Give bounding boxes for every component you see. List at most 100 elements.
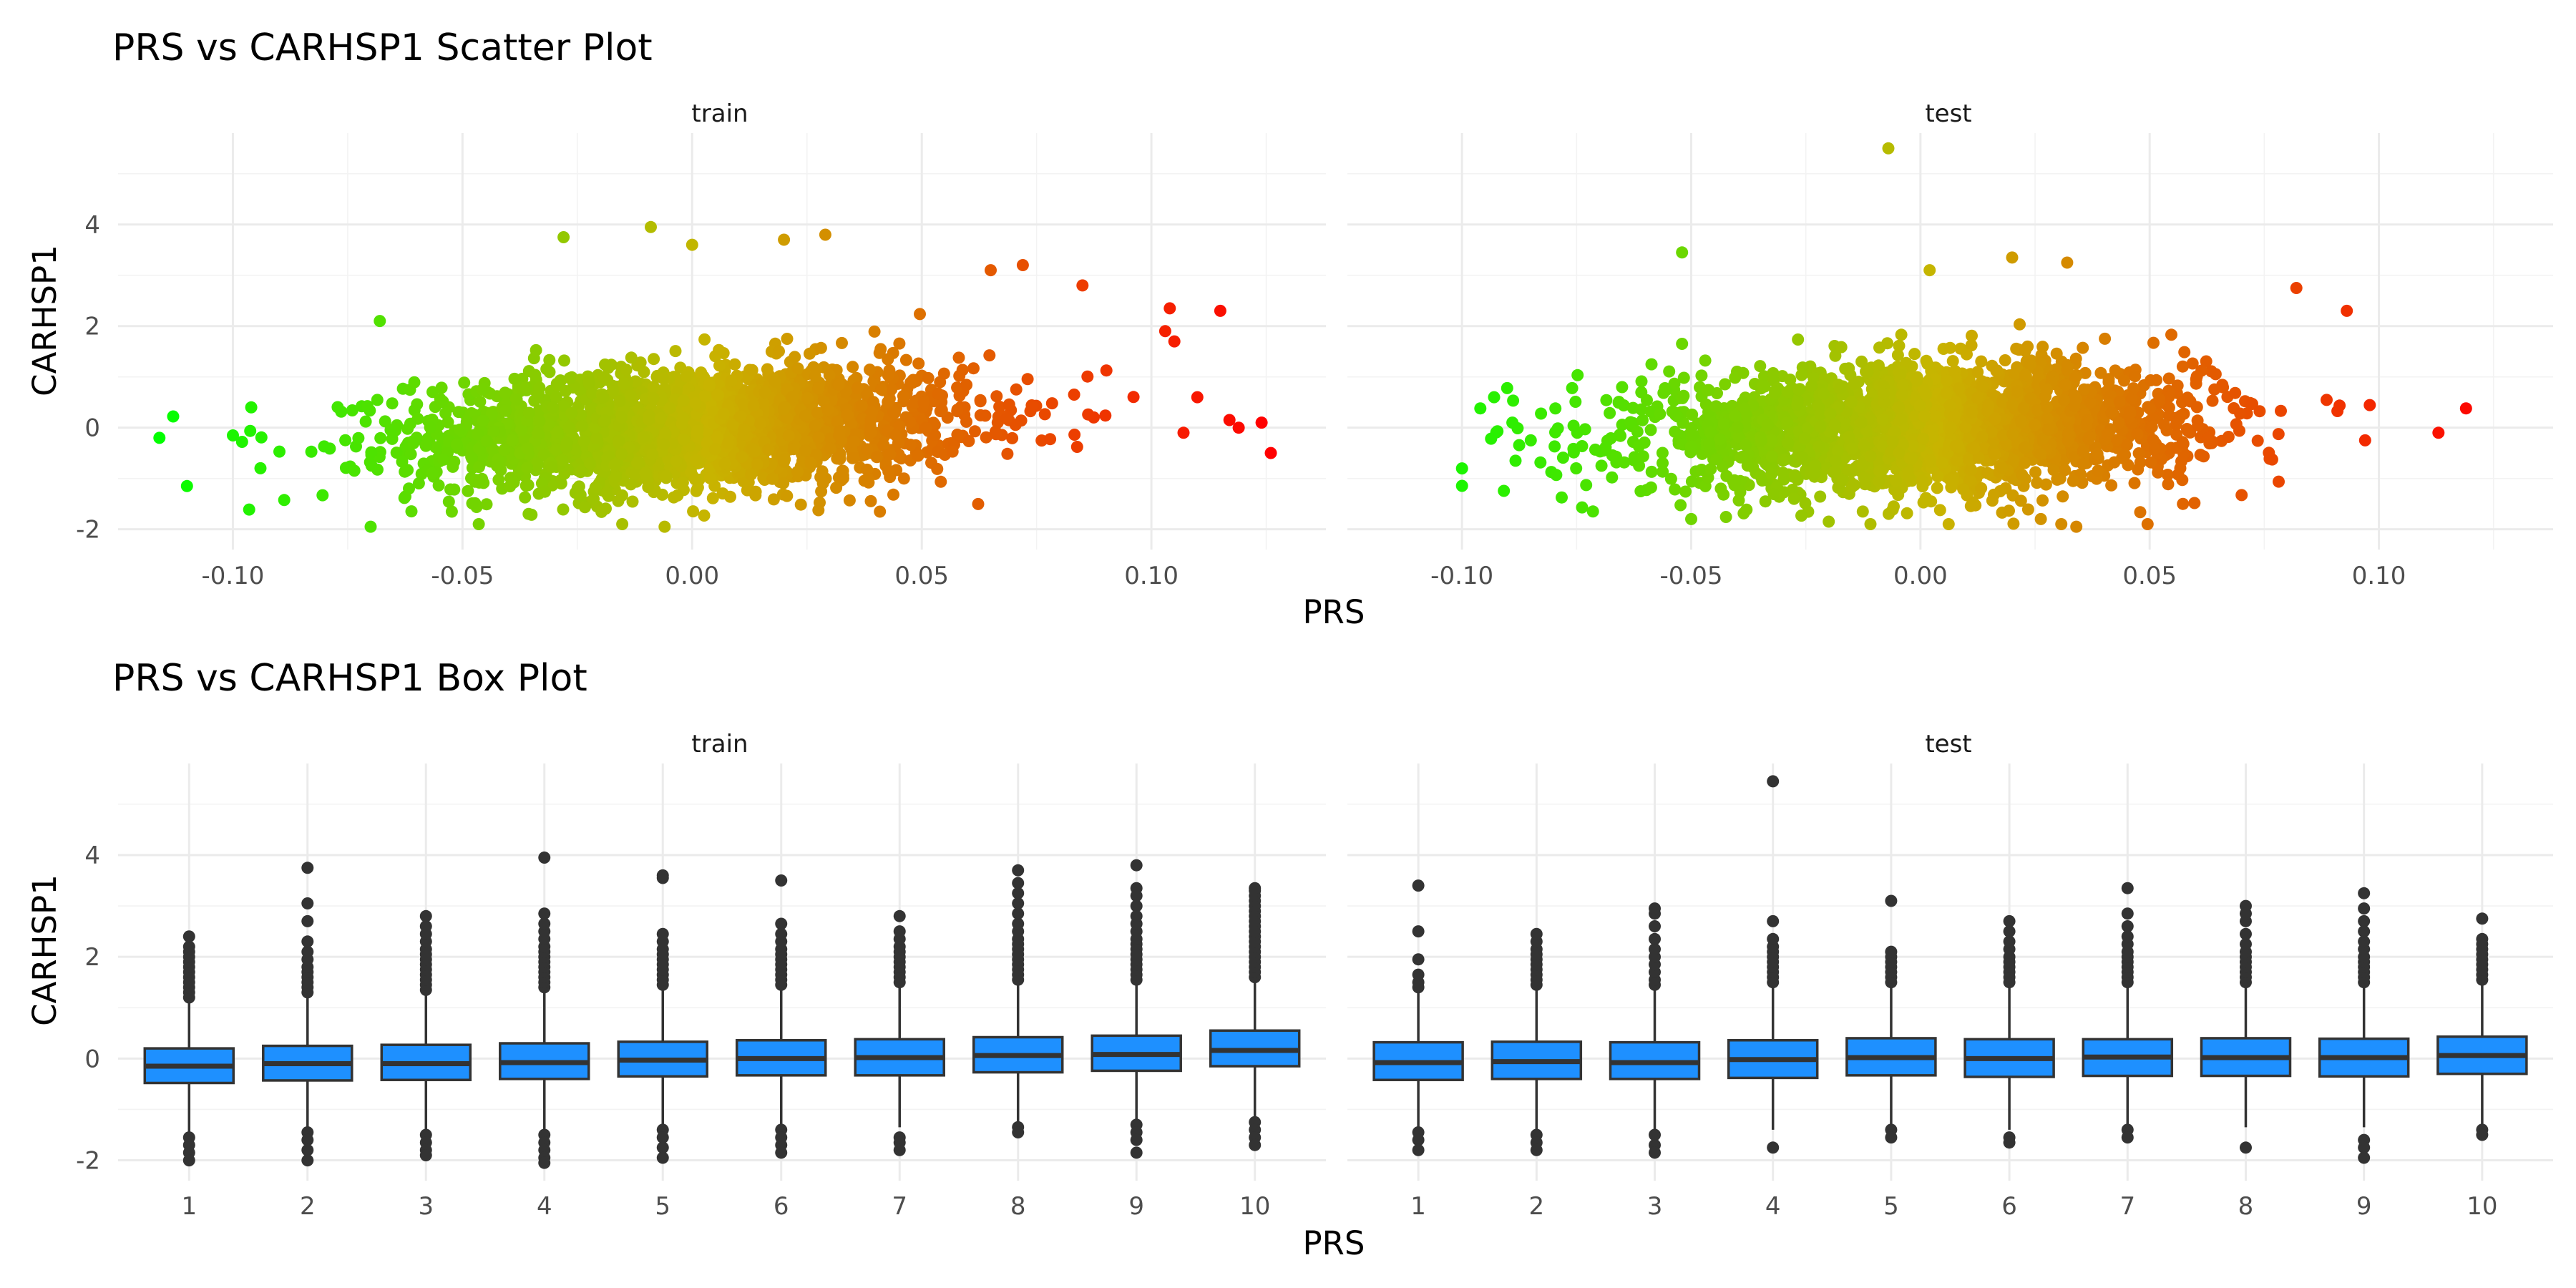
- scatter-point: [2141, 518, 2154, 530]
- scatter-point: [1784, 374, 1797, 386]
- scatter-point: [1795, 369, 1808, 381]
- scatter-point: [2036, 341, 2049, 353]
- scatter-point: [1001, 447, 1014, 460]
- scatter-point: [2062, 434, 2074, 447]
- scatter-point: [278, 494, 291, 507]
- scatter-point: [1949, 439, 1962, 452]
- scatter-point: [1767, 488, 1780, 500]
- scatter-point: [951, 404, 964, 416]
- scatter-point: [476, 384, 489, 396]
- scatter-point: [642, 481, 655, 494]
- scatter-point: [2019, 344, 2031, 357]
- scatter-point: [404, 417, 416, 430]
- scatter-point: [522, 507, 535, 520]
- scatter-point: [2290, 282, 2303, 294]
- scatter-point: [1000, 412, 1013, 425]
- scatter-point: [2034, 512, 2047, 525]
- scatter-point: [686, 238, 698, 251]
- scatter-point: [2039, 478, 2052, 491]
- scatter-point: [472, 428, 484, 441]
- scatter-point: [904, 416, 917, 429]
- scatter-point: [1570, 462, 1583, 474]
- scatter-point: [922, 371, 935, 384]
- scatter-point: [912, 449, 924, 462]
- scatter-point: [2144, 402, 2157, 415]
- scatter-point: [2321, 394, 2333, 406]
- scatter-point: [346, 404, 358, 416]
- x-tick-label: 0.05: [2122, 562, 2177, 590]
- scatter-point: [2432, 426, 2445, 439]
- scatter-point: [687, 505, 700, 518]
- scatter-point: [1843, 430, 1855, 443]
- scatter-point: [1474, 402, 1487, 415]
- scatter-point: [1918, 410, 1931, 423]
- scatter-point: [1792, 333, 1805, 346]
- scatter-point: [777, 477, 790, 489]
- y-tick-label: -2: [76, 516, 100, 545]
- scatter-point: [931, 462, 944, 475]
- scatter-point: [429, 441, 442, 454]
- scatter-point: [1044, 433, 1057, 446]
- scatter-point: [537, 448, 550, 461]
- scatter-point: [2118, 374, 2130, 387]
- scatter-point: [2006, 428, 2019, 441]
- scatter-point: [1971, 366, 1984, 379]
- scatter-point: [2068, 399, 2081, 412]
- scatter-point: [570, 443, 582, 456]
- scatter-point: [2162, 478, 2175, 491]
- scatter-point: [689, 397, 702, 410]
- scatter-point: [917, 396, 930, 409]
- scatter-point: [2201, 432, 2214, 444]
- scatter-point: [532, 427, 545, 440]
- scatter-point: [1996, 462, 2009, 474]
- scatter-point: [1933, 504, 1946, 517]
- scatter-point: [1685, 512, 1697, 525]
- scatter-point: [1657, 465, 1669, 478]
- scatter-point: [703, 472, 716, 484]
- scatter-point: [412, 477, 425, 489]
- scatter-point: [2131, 428, 2144, 441]
- scatter-point: [255, 431, 268, 444]
- scatter-point: [473, 476, 486, 489]
- scatter-panel-train: [118, 133, 1326, 550]
- scatter-point: [2172, 468, 2185, 481]
- scatter-point: [932, 387, 945, 400]
- scatter-point: [613, 434, 625, 447]
- scatter-point: [1191, 391, 1204, 404]
- scatter-point: [608, 459, 621, 472]
- scatter-point: [1644, 424, 1657, 436]
- scatter-point: [1895, 328, 1908, 341]
- scatter-point: [404, 448, 417, 461]
- scatter-point: [2162, 372, 2175, 385]
- scatter-point: [616, 518, 629, 530]
- scatter-point: [2273, 475, 2285, 488]
- scatter-strip-train: train: [691, 99, 748, 128]
- scatter-point: [1916, 474, 1929, 487]
- scatter-point: [1976, 379, 1989, 392]
- scatter-point: [254, 462, 267, 474]
- scatter-point: [462, 484, 474, 497]
- scatter-point: [852, 381, 864, 394]
- scatter-point: [753, 417, 766, 430]
- scatter-point: [1068, 389, 1080, 401]
- scatter-point: [2069, 352, 2082, 365]
- scatter-point: [335, 405, 348, 418]
- scatter-point: [1006, 431, 1019, 444]
- scatter-point: [625, 351, 638, 364]
- scatter-point: [1703, 437, 1715, 450]
- scatter-point: [1873, 475, 1885, 488]
- scatter-point: [499, 386, 512, 399]
- scatter-point: [2109, 364, 2122, 377]
- scatter-point: [724, 490, 736, 503]
- scatter-point: [2341, 304, 2353, 317]
- x-tick-label: -0.05: [1660, 562, 1723, 590]
- outlier-point: [182, 1154, 195, 1167]
- scatter-point: [722, 436, 735, 449]
- scatter-point: [560, 436, 573, 449]
- scatter-point: [2041, 412, 2054, 425]
- scatter-point: [952, 351, 965, 364]
- scatter-point: [2209, 368, 2222, 381]
- scatter-point: [1687, 429, 1699, 441]
- scatter-point: [1913, 399, 1926, 412]
- scatter-point: [508, 372, 521, 385]
